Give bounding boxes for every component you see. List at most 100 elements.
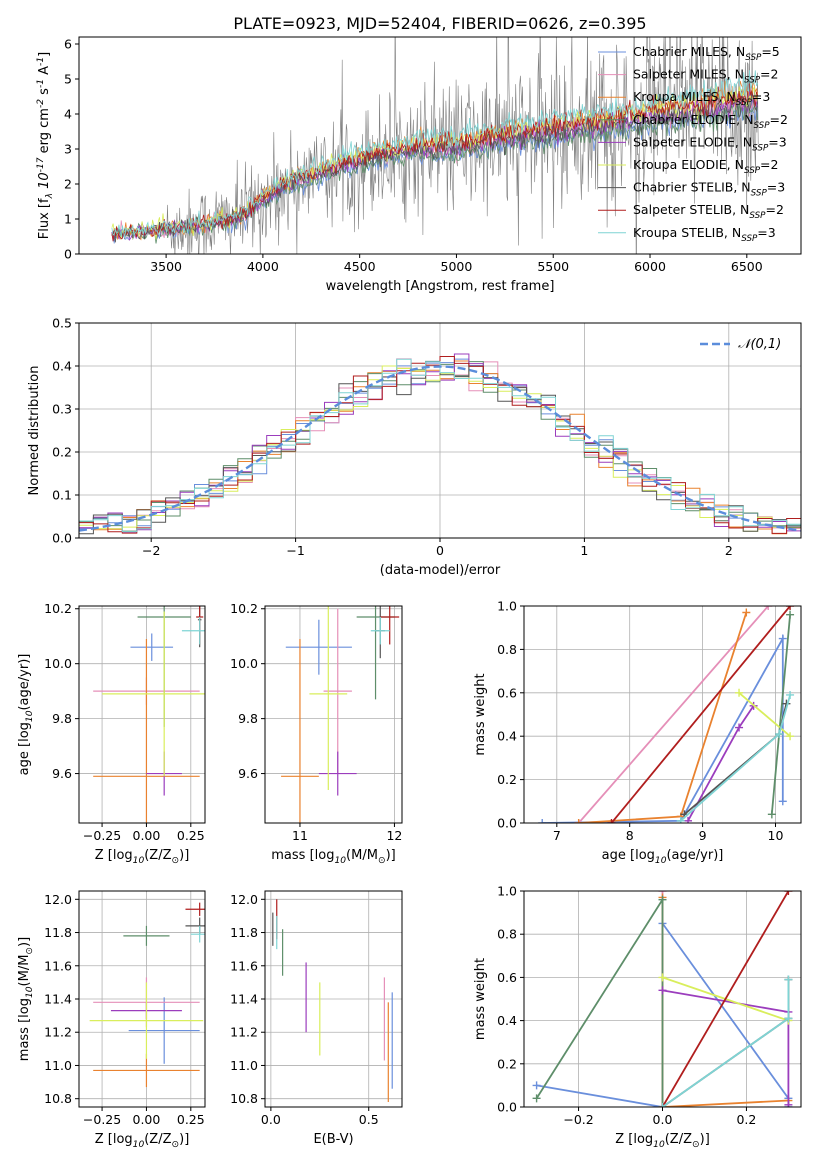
tick-label-x: 3500 <box>150 259 182 274</box>
axis-label-x: E(B-V) <box>313 1132 353 1147</box>
model-spectrum-elodie-chabrier <box>111 98 758 244</box>
weight-line-elodie-salpeter <box>662 989 790 1105</box>
label-text: =3 <box>768 134 786 149</box>
label-script: SSP <box>749 211 766 221</box>
label-text: =3 <box>757 225 775 240</box>
plot-area <box>79 353 801 535</box>
plot-area <box>281 606 400 823</box>
tick-label-x: 0.25 <box>177 1112 205 1127</box>
weight-marker <box>538 819 547 823</box>
label-text: age [log <box>17 722 32 775</box>
label-text: Z [log <box>95 848 133 863</box>
tick-label-x: 8 <box>626 828 634 843</box>
tick-label-x: 0.00 <box>133 1112 161 1127</box>
legend-label: Salpeter MILES, NSSP​=2 <box>633 67 778 86</box>
weight-line-stelib-salpeter <box>661 891 790 1107</box>
chart-weight_vs_Z: −0.2 0.0 0.2 0.0 0.2 0.4 0.6 0.8 1.0 Z [log10​(Z/… <box>473 884 802 1150</box>
histogram-stelib-salpeter <box>79 356 801 534</box>
weight-line-elodie-chabrier <box>770 614 791 815</box>
tick-label-x: 0.0 <box>653 1112 673 1127</box>
weight-line-elodie-chabrier <box>535 896 664 1107</box>
residual-legend: 𝒩(0,1) <box>700 337 781 352</box>
label-math: 10 <box>37 172 52 189</box>
tick-label-y: 0.6 <box>497 685 517 700</box>
legend-label: Chabrier MILES, NSSP​=5 <box>633 44 780 63</box>
weight-marker <box>532 1081 541 1090</box>
model-spectrum-elodie-kroupa <box>111 85 758 240</box>
plot-area <box>89 902 205 1088</box>
tick-label-x: 1 <box>580 543 588 558</box>
label-script: SSP <box>736 98 753 108</box>
label-text: )] <box>700 1132 710 1147</box>
label-text: ] <box>37 52 52 57</box>
tick-label-y: 10.2 <box>230 601 258 616</box>
model-spectrum-stelib-chabrier <box>111 88 758 243</box>
weight-line-miles-chabrier <box>542 635 784 823</box>
plot-area <box>532 891 793 1107</box>
legend-label: Kroupa ELODIE, NSSP​=2 <box>633 157 778 176</box>
tick-label-y: 4 <box>64 107 72 122</box>
tick-label-x: −0.25 <box>83 1112 121 1127</box>
plot-area <box>111 37 759 254</box>
tick-label-y: 11.8 <box>230 925 258 940</box>
tick-label-x: −0.2 <box>563 1112 593 1127</box>
tick-label-x: 12 <box>386 828 402 843</box>
tick-label-y: 11.4 <box>230 992 258 1007</box>
tick-label-y: 0 <box>64 247 72 262</box>
legend-label: Kroupa MILES, NSSP​=3 <box>633 89 770 108</box>
tick-label-x: −1 <box>286 543 304 558</box>
weight-marker <box>767 810 776 819</box>
weight-marker <box>786 732 795 741</box>
figure-title: PLATE=0923, MJD=52404, FIBERID=0626, z=0… <box>233 14 646 33</box>
label-script: SSP <box>741 234 758 244</box>
tick-label-x: 9 <box>699 828 707 843</box>
data-spectrum-line <box>165 37 759 254</box>
label-script: SSP <box>744 76 761 86</box>
axes-frame <box>78 605 206 824</box>
label-text: Salpeter ELODIE, N <box>633 134 752 149</box>
tick-label-y: 12.0 <box>230 892 258 907</box>
weight-marker <box>786 610 795 619</box>
legend-label: Chabrier STELIB, NSSP​=3 <box>633 180 785 199</box>
weight-line-stelib-salpeter <box>610 606 791 823</box>
label-text: =2 <box>760 67 778 82</box>
label-script: 10 <box>334 856 346 866</box>
label-script: 10 <box>25 986 35 998</box>
tick-label-x: 0 <box>436 543 444 558</box>
tick-label-x: 0.00 <box>133 828 161 843</box>
axis-label-y: age [log10​(age/yr)] <box>17 654 35 776</box>
label-text: Kroupa MILES, N <box>633 89 736 104</box>
label-text: (M/M <box>17 955 32 987</box>
label-script: SSP <box>753 121 770 131</box>
axis-label-x: wavelength [Angstrom, rest frame] <box>326 279 555 294</box>
label-text: Chabrier STELIB, N <box>633 180 751 195</box>
plot-area <box>538 606 795 823</box>
label-script: -1 <box>36 79 46 88</box>
label-text: A <box>37 66 52 79</box>
tick-label-y: 0.6 <box>497 970 517 985</box>
label-text: mass weight <box>473 673 488 755</box>
weight-marker <box>742 608 751 617</box>
legend-label: Salpeter STELIB, NSSP​=2 <box>633 202 784 221</box>
label-script: SSP <box>751 189 768 199</box>
weight-marker <box>658 895 667 904</box>
label-text: (data-model)/error <box>380 563 501 578</box>
weight-marker <box>684 816 693 823</box>
tick-label-y: 6 <box>64 37 72 52</box>
axes-frame <box>523 605 802 824</box>
tick-label-y: 9.8 <box>52 711 72 726</box>
tick-label-y: 9.8 <box>238 711 258 726</box>
label-script: SSP <box>744 166 761 176</box>
chart-age_vs_mass: 11 12 9.6 9.8 10.0 10.2 mass [log10​(M/M⊙​)] <box>230 601 403 866</box>
label-text: mass [log <box>17 998 32 1061</box>
axis-label-y: mass weight <box>473 673 488 755</box>
tick-label-x: 0.5 <box>359 1112 379 1127</box>
weight-marker <box>532 1094 541 1103</box>
weight-marker <box>784 975 793 984</box>
label-text: Kroupa ELODIE, N <box>633 157 744 172</box>
chart-residuals: −2 −1 0 1 2 0.0 0.1 0.2 0.3 0.4 0.5 (data-model)/er… <box>27 316 802 578</box>
label-text: (age/yr)] <box>17 654 32 711</box>
weight-marker <box>786 606 795 610</box>
tick-label-y: 0.4 <box>497 1013 517 1028</box>
weight-marker <box>735 723 744 732</box>
